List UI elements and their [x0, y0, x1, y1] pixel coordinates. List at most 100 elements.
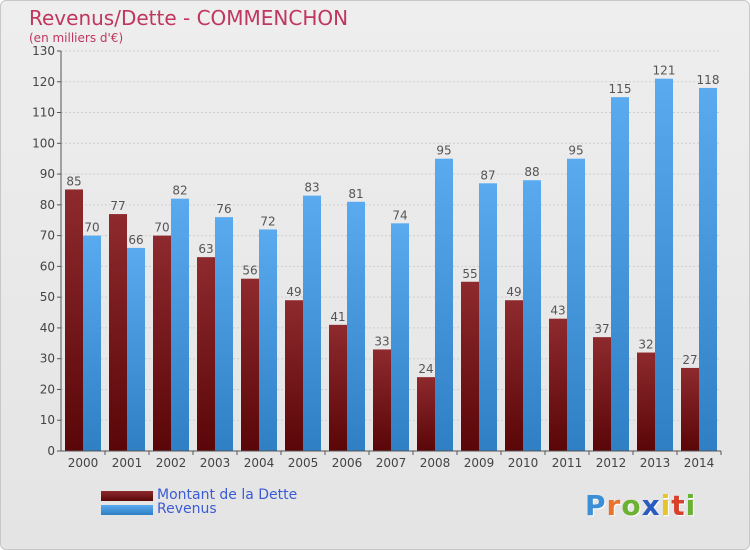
- bar-revenus: [523, 180, 541, 451]
- y-tick-label: 130: [32, 44, 55, 58]
- y-tick-label: 90: [40, 167, 55, 181]
- bar-revenus: [391, 223, 409, 451]
- proxiti-logo: Proxiti: [585, 489, 696, 522]
- bar-dette: [197, 257, 215, 451]
- data-label-dette: 56: [242, 264, 257, 278]
- bar-revenus: [611, 97, 629, 452]
- bar-revenus: [215, 217, 233, 451]
- data-label-dette: 33: [374, 334, 389, 348]
- data-label-dette: 27: [682, 353, 697, 367]
- x-tick-label: 2011: [552, 456, 583, 470]
- bar-dette: [593, 337, 611, 451]
- x-tick-label: 2007: [376, 456, 407, 470]
- bar-dette: [461, 281, 479, 451]
- chart-title: Revenus/Dette - COMMENCHON: [29, 6, 349, 30]
- data-label-revenus: 72: [260, 214, 275, 228]
- bar-revenus: [83, 235, 101, 451]
- bars-layer: [65, 78, 717, 452]
- data-label-revenus: 83: [304, 181, 319, 195]
- x-tick-label: 2002: [156, 456, 187, 470]
- bar-dette: [241, 278, 259, 451]
- data-label-revenus: 95: [436, 144, 451, 158]
- y-tick-label: 20: [40, 382, 55, 396]
- bar-revenus: [479, 183, 497, 452]
- bar-dette: [505, 300, 523, 451]
- chart-subtitle: (en milliers d'€): [29, 31, 124, 45]
- logo-letter: o: [621, 489, 642, 522]
- x-tick-label: 2003: [200, 456, 231, 470]
- x-tick-label: 2005: [288, 456, 319, 470]
- data-label-revenus: 121: [653, 64, 676, 78]
- bar-dette: [681, 367, 699, 451]
- data-label-dette: 77: [110, 199, 125, 213]
- bar-dette: [417, 377, 435, 451]
- data-label-dette: 70: [154, 221, 169, 235]
- data-label-revenus: 118: [697, 73, 720, 87]
- bar-revenus: [171, 198, 189, 451]
- bar-revenus: [699, 87, 717, 451]
- y-tick-label: 60: [40, 259, 55, 273]
- x-tick-label: 2001: [112, 456, 143, 470]
- labels-layer: 85 70 77 66 70 82 63 76 56 72 49 83 41 81 33 74 24 95 55 87…: [66, 64, 719, 376]
- data-label-revenus: 87: [480, 168, 495, 182]
- y-tick-label: 10: [40, 413, 55, 427]
- logo-letter: x: [641, 489, 661, 522]
- x-tick-label: 2010: [508, 456, 539, 470]
- bar-dette: [109, 214, 127, 451]
- bar-dette: [285, 300, 303, 451]
- data-label-dette: 32: [638, 338, 653, 352]
- y-tick-label: 120: [32, 75, 55, 89]
- data-label-dette: 41: [330, 310, 345, 324]
- y-tick-label: 0: [47, 444, 55, 458]
- bar-revenus: [127, 247, 145, 451]
- x-tick-label: 2008: [420, 456, 451, 470]
- data-label-revenus: 81: [348, 187, 363, 201]
- legend-swatch-debt: [101, 491, 153, 501]
- y-tick-label: 100: [32, 136, 55, 150]
- y-tick-label: 50: [40, 290, 55, 304]
- data-label-dette: 85: [66, 174, 81, 188]
- x-tick-label: 2013: [640, 456, 671, 470]
- logo-letter: P: [585, 489, 607, 522]
- bar-revenus: [303, 195, 321, 451]
- bar-dette: [637, 352, 655, 451]
- bar-revenus: [655, 78, 673, 451]
- bar-dette: [65, 189, 83, 451]
- data-label-revenus: 95: [568, 144, 583, 158]
- data-label-dette: 49: [286, 285, 301, 299]
- bar-dette: [373, 349, 391, 451]
- data-label-dette: 49: [506, 285, 521, 299]
- x-tick-label: 2006: [332, 456, 363, 470]
- data-label-dette: 43: [550, 304, 565, 318]
- data-label-dette: 55: [462, 267, 477, 281]
- bar-dette: [153, 235, 171, 451]
- y-tick-label: 70: [40, 229, 55, 243]
- x-tick-label: 2014: [684, 456, 715, 470]
- y-tick-label: 40: [40, 321, 55, 335]
- axis-layer: 0 10 20 30 40 50 60 70 80 90 100 110 120 130 2000 2001 2…: [32, 44, 722, 470]
- bar-revenus: [259, 229, 277, 451]
- data-label-revenus: 66: [128, 233, 143, 247]
- bar-revenus: [435, 158, 453, 451]
- bar-dette: [329, 324, 347, 451]
- y-tick-label: 110: [32, 106, 55, 120]
- y-tick-label: 30: [40, 352, 55, 366]
- data-label-revenus: 70: [84, 221, 99, 235]
- x-tick-label: 2004: [244, 456, 275, 470]
- x-tick-label: 2009: [464, 456, 495, 470]
- logo-letter: t: [671, 489, 686, 522]
- data-label-revenus: 82: [172, 184, 187, 198]
- legend-swatch-revenus: [101, 505, 153, 515]
- x-tick-label: 2000: [68, 456, 99, 470]
- bar-dette: [549, 318, 567, 451]
- y-tick-label: 80: [40, 198, 55, 212]
- logo-letter: i: [660, 489, 672, 522]
- logo-letter: i: [685, 489, 697, 522]
- data-label-revenus: 115: [609, 82, 632, 96]
- logo-letter: r: [606, 489, 622, 522]
- data-label-revenus: 88: [524, 165, 539, 179]
- x-tick-label: 2012: [596, 456, 627, 470]
- bar-revenus: [347, 201, 365, 451]
